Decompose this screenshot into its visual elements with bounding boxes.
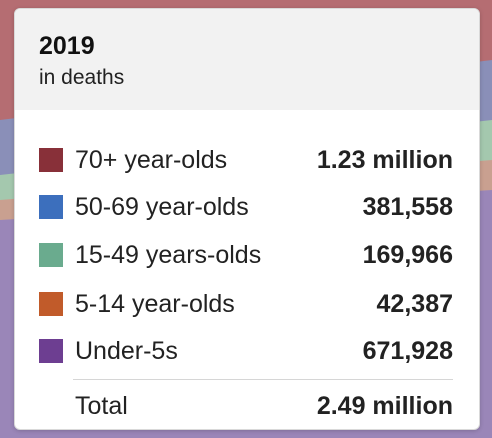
legend-swatch-under-5 xyxy=(39,339,63,363)
row-label: Under-5s xyxy=(75,336,178,365)
row-total: Total 2.49 million xyxy=(39,382,453,429)
row-label: 50-69 year-olds xyxy=(75,192,249,221)
legend-swatch-5-14 xyxy=(39,292,63,316)
row-label: 15-49 years-olds xyxy=(75,240,262,269)
total-divider xyxy=(73,379,453,380)
tooltip-header: 2019 in deaths xyxy=(15,9,479,110)
tooltip-subtitle: in deaths xyxy=(39,66,125,89)
row-50-69: 50-69 year-olds 381,558 xyxy=(39,183,453,231)
legend-swatch-50-69 xyxy=(39,195,63,219)
row-label: 70+ year-olds xyxy=(75,145,228,174)
row-value: 42,387 xyxy=(376,289,453,318)
row-value: 671,928 xyxy=(362,336,453,365)
legend-swatch-15-49 xyxy=(39,243,63,267)
legend-swatch-70-plus xyxy=(39,148,63,172)
tooltip-title: 2019 xyxy=(39,32,95,60)
row-70-plus: 70+ year-olds 1.23 million xyxy=(39,136,453,184)
row-15-49: 15-49 years-olds 169,966 xyxy=(39,231,453,279)
row-5-14: 5-14 year-olds 42,387 xyxy=(39,280,453,328)
row-value: 381,558 xyxy=(362,192,453,221)
data-tooltip: 2019 in deaths 70+ year-olds 1.23 millio… xyxy=(14,8,480,430)
total-label: Total xyxy=(75,391,128,420)
row-value: 1.23 million xyxy=(316,145,453,174)
row-label: 5-14 year-olds xyxy=(75,289,235,318)
total-value: 2.49 million xyxy=(316,391,453,420)
row-value: 169,966 xyxy=(362,240,453,269)
row-under-5: Under-5s 671,928 xyxy=(39,327,453,375)
